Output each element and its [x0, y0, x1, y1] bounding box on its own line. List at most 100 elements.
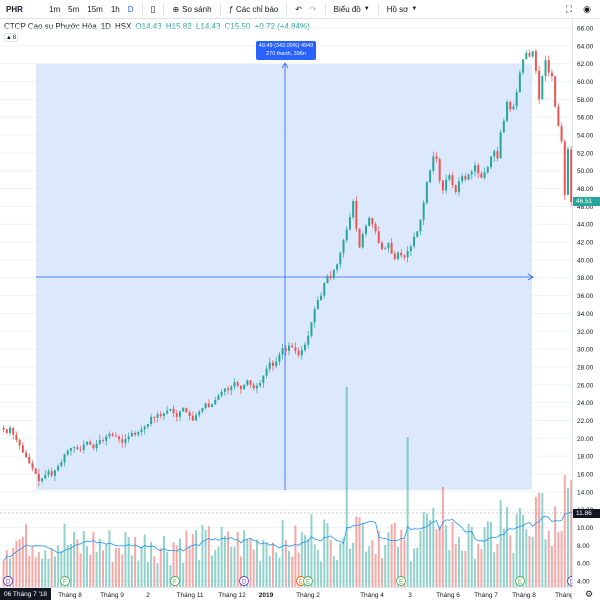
volume-bar: [204, 530, 207, 587]
volume-bar: [473, 559, 476, 587]
volume-bar: [413, 548, 416, 587]
candle-body: [69, 448, 72, 451]
price-axis[interactable]: 66.00 64.00 62.00 60.00 58.00 56.00 54.00 52.00…: [572, 19, 600, 587]
volume-bar: [143, 534, 146, 587]
candle-body: [233, 382, 236, 387]
price-tick-label: 40.00: [577, 257, 594, 264]
candle-body: [57, 465, 60, 471]
interval-1h[interactable]: 1h: [110, 4, 120, 14]
profile-dropdown[interactable]: Hồ sơ ▼: [384, 2, 421, 17]
volume-bar: [377, 531, 380, 587]
candle-body: [130, 432, 133, 437]
volume-bar: [25, 524, 28, 587]
volume-bar: [361, 523, 364, 587]
company-name[interactable]: CTCP Cao su Phước Hòa: [4, 22, 97, 31]
undo-icon: ↶: [295, 4, 302, 14]
volume-bar: [79, 553, 82, 587]
price-chart[interactable]: DFFDEEEED: [0, 19, 572, 587]
candle-body: [108, 433, 111, 437]
redo-icon: ↷: [309, 4, 317, 14]
volume-bar: [18, 539, 21, 587]
volume-bar: [223, 535, 226, 587]
candle-body: [509, 102, 512, 110]
candle-body: [249, 380, 252, 385]
volume-bar: [464, 550, 467, 587]
volume-bar: [217, 546, 220, 587]
candle-body: [76, 447, 79, 449]
candle-body: [124, 439, 127, 443]
time-tick-label: Tháng 6: [436, 592, 460, 599]
candle-body: [570, 149, 572, 202]
indicators-button[interactable]: ƒ Các chỉ báo: [226, 2, 282, 17]
candle-body: [528, 52, 531, 57]
volume-bar: [2, 561, 5, 587]
price-tick-label: 42.00: [577, 240, 594, 247]
candle-body: [166, 410, 169, 414]
interval-15m[interactable]: 15m: [87, 4, 103, 14]
fullscreen-button[interactable]: ⛶: [564, 4, 574, 14]
event-marker-icon: [515, 576, 525, 586]
candle-body: [550, 72, 553, 77]
volume-bar: [425, 513, 428, 587]
interval-5m[interactable]: 5m: [68, 4, 80, 14]
event-marker-letter: E: [299, 580, 303, 586]
candle-body: [201, 407, 204, 412]
volume-bar: [98, 538, 101, 587]
time-axis[interactable]: Tháng 8 Tháng 9 2 Tháng 11 Tháng 12 2019 Tháng…: [0, 587, 579, 600]
time-tick-label: Tháng 9: [555, 592, 572, 599]
candle-body: [175, 413, 178, 417]
price-tick-label: 44.00: [577, 222, 594, 229]
volume-bar: [60, 550, 63, 587]
volume-bar: [82, 531, 85, 587]
candle-body: [477, 165, 480, 174]
volume-bar: [390, 524, 393, 587]
chart-settings-button[interactable]: ⚙: [585, 589, 595, 599]
candle-body: [499, 132, 502, 159]
volume-bar: [531, 536, 534, 587]
chart-type-dropdown[interactable]: Biểu đồ ▼: [331, 2, 373, 17]
volume-bar: [332, 556, 335, 587]
event-marker-icon: [396, 576, 406, 586]
undo-button[interactable]: ↶: [292, 2, 305, 17]
candle-body: [348, 217, 351, 230]
time-tick-label: Tháng 12: [218, 592, 246, 599]
price-tick-label: 52.00: [577, 150, 594, 157]
candle-body: [320, 295, 323, 301]
volume-bar: [400, 529, 403, 587]
candle-body: [2, 427, 5, 430]
compare-button[interactable]: ⊕ So sánh: [169, 2, 214, 17]
volume-bar: [563, 474, 566, 587]
volume-bar: [169, 565, 172, 587]
volume-bar: [12, 547, 15, 587]
candle-body: [541, 76, 544, 100]
bar-style-button[interactable]: ▯: [148, 2, 159, 17]
candle-body: [432, 156, 435, 171]
candle-body: [531, 51, 534, 57]
volume-bar: [63, 523, 66, 587]
volume-bar: [15, 540, 18, 587]
volume-bar: [182, 562, 185, 587]
interval-1m[interactable]: 1m: [49, 4, 61, 14]
candle-body: [409, 246, 412, 251]
price-tick-label: 48.00: [577, 186, 594, 193]
price-tick-label: 4.00: [577, 579, 590, 586]
volume-bar: [470, 526, 473, 587]
candle-body: [262, 375, 265, 383]
event-marker-icon: [303, 576, 313, 586]
candle-body: [547, 60, 550, 73]
candle-body: [41, 478, 44, 482]
interval-d[interactable]: D: [127, 4, 134, 14]
candle-body: [98, 440, 101, 444]
volume-bar: [220, 527, 223, 587]
volume-bar: [271, 542, 274, 587]
change-value: +0.72 (+4.84%): [254, 22, 310, 31]
indicator-collapse-button[interactable]: ▲ 8: [4, 33, 18, 42]
candle-body: [140, 429, 143, 433]
volume-bar: [201, 524, 204, 587]
symbol-search[interactable]: PHR: [6, 4, 23, 14]
screenshot-button[interactable]: ◉: [582, 4, 592, 14]
candle-body: [486, 167, 489, 173]
legend-exchange: HSX: [114, 22, 132, 31]
redo-button[interactable]: ↷: [307, 2, 320, 17]
volume-bar: [448, 550, 451, 587]
